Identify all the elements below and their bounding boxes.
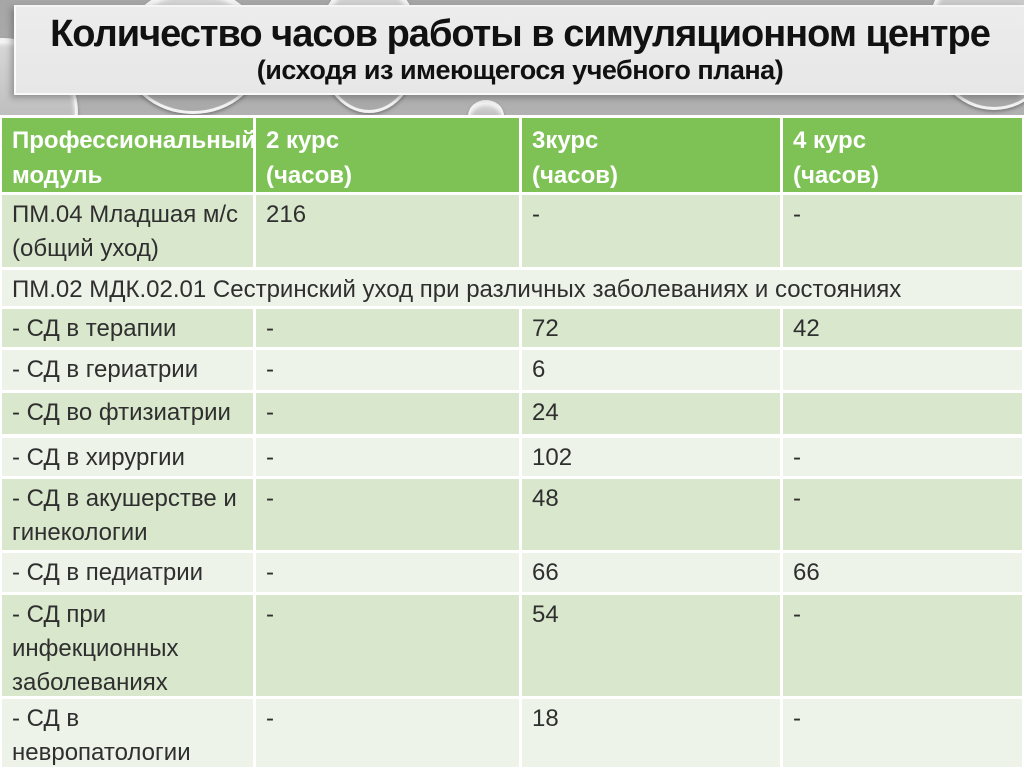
hours-cell: 66 bbox=[522, 553, 780, 592]
hours-cell: - bbox=[522, 195, 780, 267]
hours-cell: 72 bbox=[522, 309, 780, 347]
hours-cell: 216 bbox=[256, 195, 519, 267]
slide-title: Количество часов работы в симуляционном … bbox=[50, 12, 991, 55]
hours-cell: 24 bbox=[522, 393, 780, 434]
table-row: - СД при инфекционных заболеваниях - 54 … bbox=[2, 595, 1022, 696]
module-cell: - СД в терапии bbox=[2, 309, 253, 347]
module-cell: - СД в гериатрии bbox=[2, 350, 253, 390]
table-header-row: Профессиональный модуль 2 курс (часов) 3… bbox=[2, 118, 1022, 192]
table-row: - СД в невропатологии - 18 - bbox=[2, 699, 1022, 767]
table-row: - СД в хирургии - 102 - bbox=[2, 438, 1022, 476]
hours-table: Профессиональный модуль 2 курс (часов) 3… bbox=[0, 115, 1024, 767]
hours-cell: - bbox=[256, 350, 519, 390]
hours-cell: - bbox=[256, 438, 519, 476]
slide-subtitle: (исходя из имеющегося учебного плана) bbox=[256, 55, 784, 86]
hours-cell: 66 bbox=[783, 553, 1022, 592]
table-row: - СД в гериатрии - 6 bbox=[2, 350, 1022, 390]
slide-title-plate: Количество часов работы в симуляционном … bbox=[14, 5, 1024, 95]
hours-cell bbox=[783, 393, 1022, 434]
table-row: - СД во фтизиатрии - 24 bbox=[2, 393, 1022, 434]
hours-cell: 42 bbox=[783, 309, 1022, 347]
hours-cell: - bbox=[783, 195, 1022, 267]
hours-cell: - bbox=[256, 479, 519, 550]
hours-cell: 54 bbox=[522, 595, 780, 696]
hours-cell bbox=[783, 350, 1022, 390]
module-span-cell: ПМ.02 МДК.02.01 Сестринский уход при раз… bbox=[2, 270, 1022, 306]
hours-cell: - bbox=[256, 309, 519, 347]
table-row: ПМ.04 Младшая м/с (общий уход) 216 - - bbox=[2, 195, 1022, 267]
hours-cell: - bbox=[783, 595, 1022, 696]
module-cell: - СД в хирургии bbox=[2, 438, 253, 476]
header-cell-course3: 3курс (часов) bbox=[522, 118, 780, 192]
hours-cell: 6 bbox=[522, 350, 780, 390]
hours-cell: 18 bbox=[522, 699, 780, 767]
module-cell: - СД в педиатрии bbox=[2, 553, 253, 592]
hours-cell: 102 bbox=[522, 438, 780, 476]
table-row: - СД в акушерстве и гинекологии - 48 - bbox=[2, 479, 1022, 550]
hours-cell: - bbox=[256, 595, 519, 696]
table-row: - СД в педиатрии - 66 66 bbox=[2, 553, 1022, 592]
module-cell: - СД в невропатологии bbox=[2, 699, 253, 767]
table-row-span: ПМ.02 МДК.02.01 Сестринский уход при раз… bbox=[2, 270, 1022, 306]
header-cell-course2: 2 курс (часов) bbox=[256, 118, 519, 192]
hours-cell: - bbox=[783, 699, 1022, 767]
hours-cell: - bbox=[783, 438, 1022, 476]
module-cell: - СД во фтизиатрии bbox=[2, 393, 253, 434]
module-cell: - СД при инфекционных заболеваниях bbox=[2, 595, 253, 696]
hours-cell: - bbox=[256, 553, 519, 592]
module-cell: - СД в акушерстве и гинекологии bbox=[2, 479, 253, 550]
hours-cell: - bbox=[256, 393, 519, 434]
header-cell-course4: 4 курс (часов) bbox=[783, 118, 1022, 192]
hours-cell: - bbox=[256, 699, 519, 767]
hours-cell: - bbox=[783, 479, 1022, 550]
hours-cell: 48 bbox=[522, 479, 780, 550]
module-cell: ПМ.04 Младшая м/с (общий уход) bbox=[2, 195, 253, 267]
table-row: - СД в терапии - 72 42 bbox=[2, 309, 1022, 347]
header-cell-module: Профессиональный модуль bbox=[2, 118, 253, 192]
